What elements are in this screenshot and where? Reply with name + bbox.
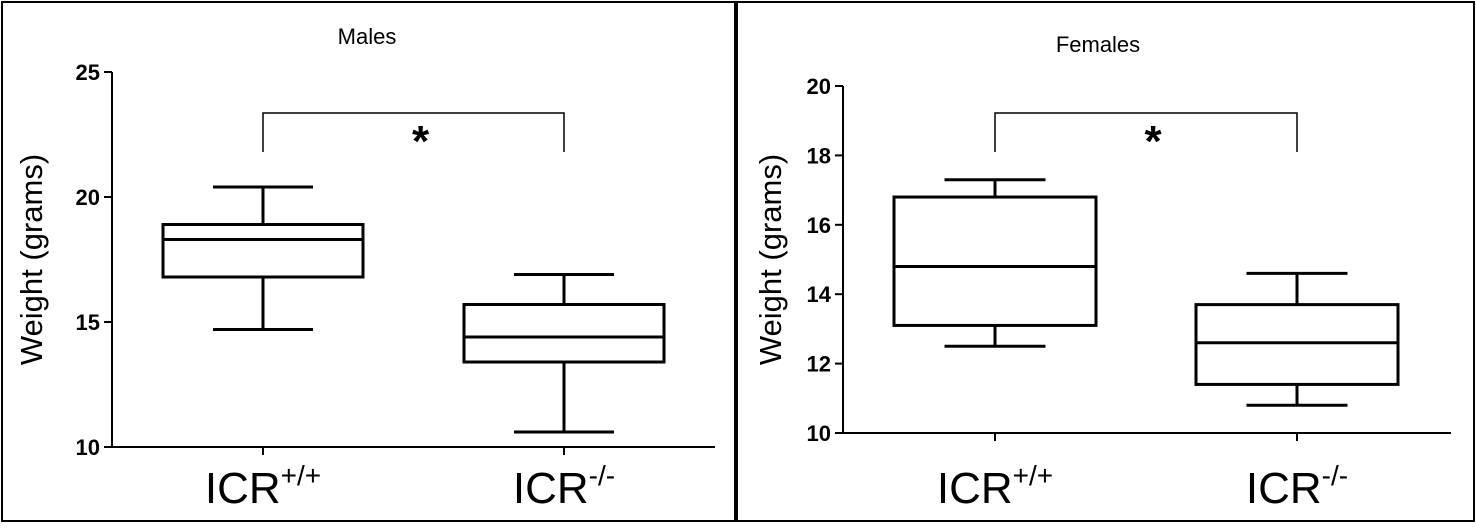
x-tick-label: ICR-/- [513,460,615,513]
box-1 [161,185,365,331]
x-tick-label: ICR+/+ [205,460,321,513]
y-tick-label: 18 [807,143,831,168]
box-1 [892,178,1098,348]
chart-panel-1: Males 10 15 20 25 Weight (grams) ICR+/+ ICR-/- * [1,1,736,522]
significance-star: * [412,117,430,166]
box-body [161,223,365,279]
y-tick-label: 14 [807,282,832,307]
chart-title: Males [338,24,397,49]
significance-bracket [994,112,1298,152]
box-2 [462,273,666,434]
y-tick-label: 20 [807,74,831,99]
y-axis-label: Weight (grams) [753,154,788,365]
panel-frame [1,1,736,522]
x-tick-label: ICR+/+ [937,460,1053,513]
y-tick-label: 10 [76,435,100,460]
box-body [892,195,1098,327]
box-body [462,303,666,364]
y-tick-label: 16 [807,213,831,238]
panel-frame [736,1,1475,522]
significance-star: * [1144,117,1162,166]
y-tick-label: 12 [807,352,831,377]
y-tick-label: 15 [76,310,100,335]
chart-title: Females [1056,32,1140,57]
box-2 [1194,271,1400,407]
x-tick-label: ICR-/- [1246,460,1348,513]
y-tick-label: 10 [807,421,831,446]
y-axis-label: Weight (grams) [14,154,49,365]
y-tick-label: 25 [76,60,100,85]
y-tick-label: 20 [76,185,100,210]
box-body [1194,303,1400,386]
significance-bracket [262,112,565,152]
chart-panel-2: Females 10 12 14 16 18 20 Weight (grams) ICR+/+ I… [736,1,1475,522]
